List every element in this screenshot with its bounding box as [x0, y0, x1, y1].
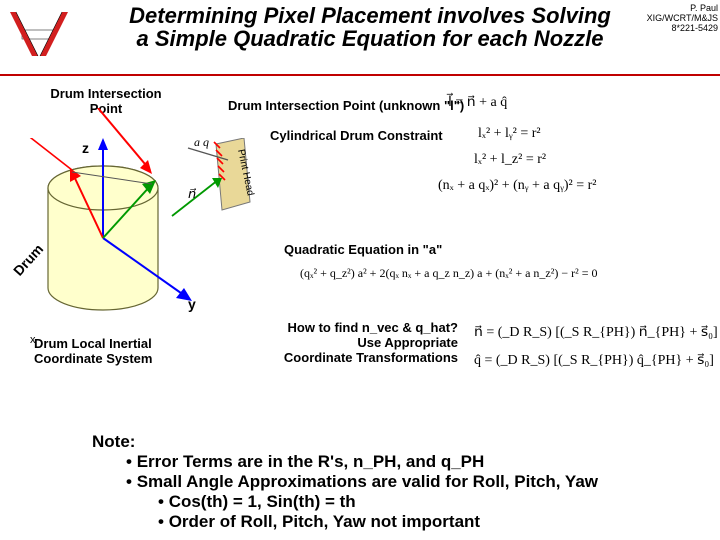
slide-meta: P. Paul XIG/WCRT/M&JS 8*221-5429	[647, 4, 718, 34]
header-rule	[0, 74, 720, 76]
meta-phone: 8*221-5429	[647, 24, 718, 34]
eq-expand: (nₓ + a qₓ)² + (nᵧ + a qᵧ)² = r²	[438, 178, 596, 194]
vec-n: n⃗	[168, 178, 228, 228]
eq-q: q̂ = (_D R_S) [(_S R_{PH}) q̂_{PH} + s⃗₀…	[474, 352, 714, 369]
svg-text:n⃗: n⃗	[188, 186, 196, 201]
slide-logo	[10, 6, 68, 69]
label-dip-right: Drum Intersection Point (unknown "l")	[228, 98, 464, 113]
label-cyl: Cylindrical Drum Constraint	[270, 128, 443, 143]
label-coord: Drum Local InertialCoordinate System	[34, 336, 194, 366]
note-b4: Order of Roll, Pitch, Yaw not important	[92, 512, 702, 532]
svg-text:a q̂: a q̂	[194, 140, 209, 149]
eq-dip: l⃗ = n⃗ + a q̂	[448, 94, 507, 111]
pointer-dip	[96, 108, 166, 182]
eq-n: n⃗ = (_D R_S) [(_S R_{PH}) n⃗_{PH} + s⃗₀…	[474, 324, 718, 341]
label-quad: Quadratic Equation in "a"	[284, 242, 442, 257]
note-block: Note: Error Terms are in the R's, n_PH, …	[92, 432, 702, 532]
note-b3: Cos(th) = 1, Sin(th) = th	[92, 492, 702, 512]
label-y: y	[188, 296, 196, 312]
label-howto: How to find n_vec & q_hat?Use Appropriat…	[228, 320, 458, 365]
vec-aq: a q̂	[186, 140, 234, 168]
eq-cyl2: lₓ² + l_z² = r²	[474, 152, 546, 168]
eq-quad: (qₓ² + q_z²) a² + 2(qₓ nₓ + a q_z n_z) a…	[300, 266, 597, 281]
note-b1: Error Terms are in the R's, n_PH, and q_…	[92, 452, 702, 472]
eq-cyl: lₓ² + lᵧ² = r²	[478, 126, 541, 142]
note-b2: Small Angle Approximations are valid for…	[92, 472, 702, 492]
label-z: z	[82, 140, 89, 156]
slide-title: Determining Pixel Placement involves Sol…	[120, 4, 620, 50]
note-heading: Note:	[92, 432, 702, 452]
